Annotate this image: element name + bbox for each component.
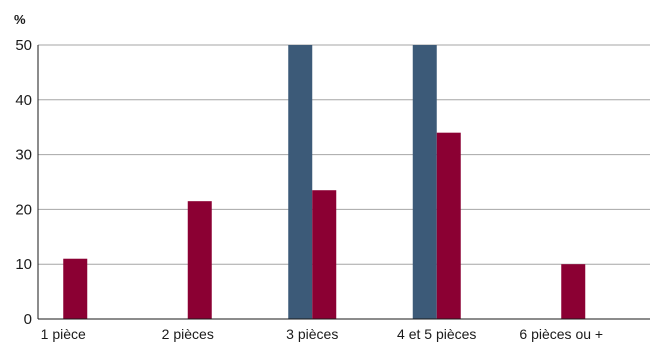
x-tick-labels: 1 pièce 2 pièces 3 pièces 4 et 5 pièces 6 pi… xyxy=(41,326,603,342)
x-tick-label: 3 pièces xyxy=(286,326,338,342)
x-tick-label: 6 pièces ou + xyxy=(519,326,603,342)
bars xyxy=(63,45,586,319)
y-tick-label: 30 xyxy=(15,147,32,164)
bar-series-1-2 xyxy=(288,45,313,319)
bar-series-2-3 xyxy=(436,132,461,319)
bar-series-2-0 xyxy=(63,258,88,319)
gridlines xyxy=(38,44,650,265)
bar-series-2-1 xyxy=(187,201,212,319)
y-tick-label: 0 xyxy=(24,311,32,328)
y-axis-unit-label: % xyxy=(14,12,26,27)
bar-series-2-2 xyxy=(312,190,337,319)
y-tick-label: 20 xyxy=(15,201,32,218)
y-tick-label: 50 xyxy=(15,37,32,54)
x-tick-label: 2 pièces xyxy=(162,326,214,342)
y-tick-label: 40 xyxy=(15,92,32,109)
x-tick-label: 4 et 5 pièces xyxy=(397,326,476,342)
y-tick-labels: 0 10 20 30 40 50 xyxy=(15,37,32,328)
axes xyxy=(37,45,650,320)
x-tick-label: 1 pièce xyxy=(41,326,86,342)
y-tick-label: 10 xyxy=(15,256,32,273)
bar-series-1-3 xyxy=(412,45,437,319)
bar-series-2-4 xyxy=(561,264,586,319)
